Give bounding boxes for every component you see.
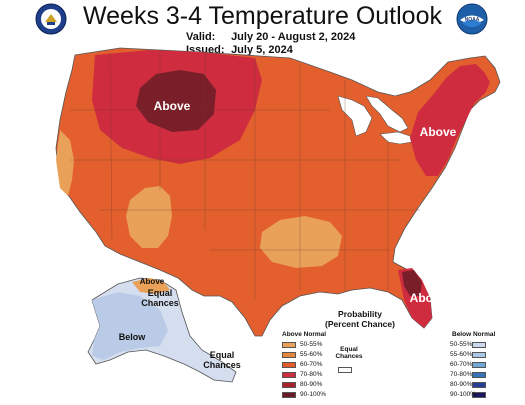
noaa-logo-icon: NOAA [456,3,488,35]
label-alaska-above: Above [140,277,165,286]
northeast-red [410,64,490,176]
legend-above-label: 60-70% [300,361,323,368]
valid-key: Valid: [186,31,216,43]
legend-below-label: 55-60% [450,351,473,358]
label-ak-south-equal-2: Chances [203,360,241,370]
state-lines [70,50,420,300]
legend-below-label: 60-70% [450,361,473,368]
label-ak-south-equal-1: Equal [210,350,235,360]
legend-below-label: 80-90% [450,381,473,388]
southwest-light [126,186,172,248]
legend-below-swatch [472,372,486,378]
legend-title-1: Probability [338,309,382,319]
legend-above-swatch [282,372,296,378]
legend-above-swatch [282,342,296,348]
legend-below-swatch [472,362,486,368]
issued-value: July 5, 2024 [231,44,293,56]
page-title: Weeks 3-4 Temperature Outlook [83,2,442,30]
valid-dates: Valid: July 20 - August 2, 2024 [186,31,355,43]
legend-below-swatch [472,342,486,348]
west-coast-light [56,130,74,196]
north-plains-core [136,70,216,132]
legend-above-swatch [282,382,296,388]
legend-above-label: 90-100% [300,391,327,398]
doc-seal-icon [35,3,67,35]
label-above-north: Above [154,99,191,113]
legend-below-label: 90-100% [450,391,477,398]
legend-below-label: 70-80% [450,371,473,378]
legend-equal-1: Equal [340,346,358,353]
legend-above-label: 80-90% [300,381,323,388]
legend-equal: Equal Chances [334,346,364,360]
legend-below-header: Below Normal [452,331,496,338]
legend-above-label: 55-60% [300,351,323,358]
legend-below-swatch [472,352,486,358]
label-above-east: Above [420,125,457,139]
legend-above-swatch [282,362,296,368]
alaska-above [132,278,170,294]
legend-below-swatch [472,392,486,398]
valid-value: July 20 - August 2, 2024 [231,31,356,43]
south-central-light [260,216,342,268]
label-above-florida: Above [410,291,447,305]
legend-equal-2: Chances [335,353,363,360]
legend-below-swatch [472,382,486,388]
legend-above-label: 50-55% [300,341,323,348]
legend-title-2: (Percent Chance) [325,319,395,329]
legend-below-label: 50-55% [450,341,473,348]
label-alaska-equal-1: Equal [148,288,173,298]
label-alaska-below: Below [119,332,147,342]
florida-core [402,270,422,296]
legend-above-swatch [282,352,296,358]
legend-equal-swatch [338,367,352,373]
label-alaska-equal-2: Chances [141,298,179,308]
noaa-logo-text: NOAA [465,17,480,23]
alaska-below [92,292,168,360]
legend-above-header: Above Normal [282,331,327,338]
legend-above-swatch [282,392,296,398]
legend-above-label: 70-80% [300,371,323,378]
legend-title: Probability (Percent Chance) [300,309,420,329]
